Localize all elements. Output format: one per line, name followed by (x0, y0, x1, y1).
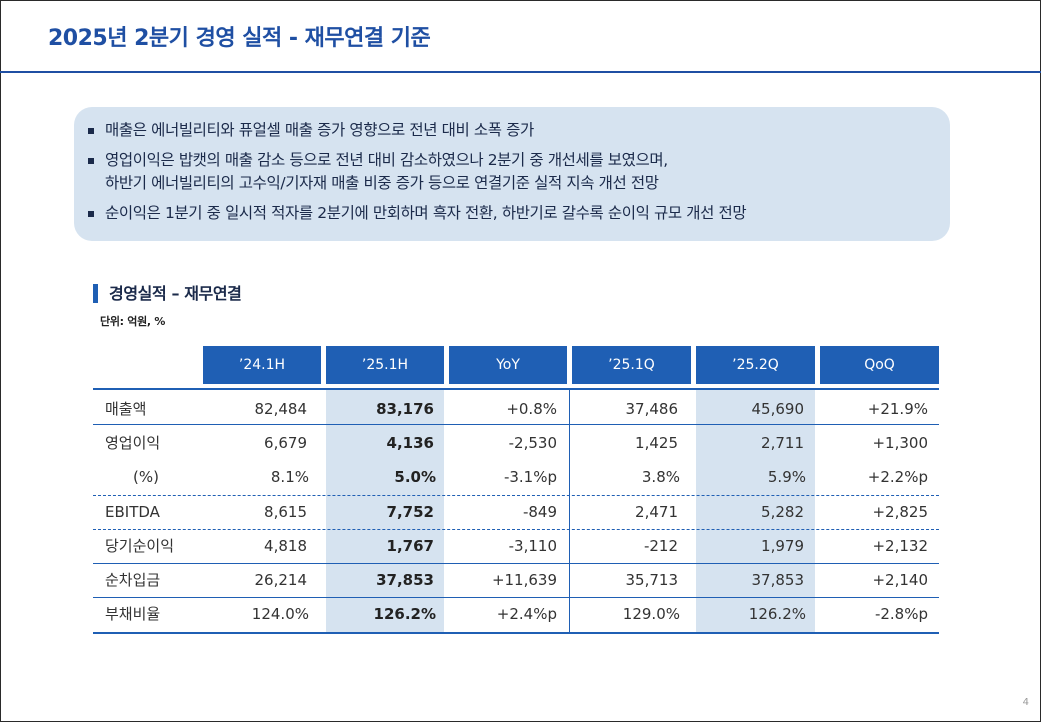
table-row: 당기순이익 4,818 1,767 -3,110 -212 1,979 +2,1… (93, 531, 939, 561)
table-cell: -2.8%p (874, 605, 928, 623)
row-divider (93, 597, 939, 598)
table-cell: +1,300 (872, 434, 928, 452)
row-divider (93, 563, 939, 564)
table-row: 영업이익 6,679 4,136 -2,530 1,425 2,711 +1,3… (93, 428, 939, 458)
table-cell: 6,679 (264, 434, 307, 452)
header-yoy: YoY (449, 346, 567, 384)
row-label: 영업이익 (105, 434, 161, 452)
table-cell: 2,471 (635, 503, 678, 521)
title-divider (0, 71, 1041, 73)
table-row: 매출액 82,484 83,176 +0.8% 37,486 45,690 +2… (93, 394, 939, 424)
table-cell: 129.0% (622, 605, 680, 623)
table-cell: +21.9% (867, 400, 928, 418)
highlight-column-25-2q (696, 390, 815, 634)
summary-list: 매출은 에너빌리티와 퓨얼셀 매출 증가 영향으로 전년 대비 소폭 증가 영업… (88, 119, 936, 225)
row-label: EBITDA (105, 503, 160, 521)
table-cell: 2,711 (761, 434, 804, 452)
table-cell: 1,979 (761, 537, 804, 555)
table-cell: 82,484 (254, 400, 308, 418)
table-cell: 45,690 (751, 400, 805, 418)
table-cell: 37,486 (625, 400, 679, 418)
summary-line: 순이익은 1분기 중 일시적 적자를 2분기에 만회하며 흑자 전환, 하반기로… (105, 204, 747, 222)
summary-bullet: 순이익은 1분기 중 일시적 적자를 2분기에 만회하며 흑자 전환, 하반기로… (88, 202, 936, 225)
header-underline (93, 388, 939, 390)
table-cell: 37,853 (751, 571, 805, 589)
header-24-1h: ’24.1H (203, 346, 321, 384)
table-cell: +0.8% (506, 400, 557, 418)
table-cell: 26,214 (254, 571, 308, 589)
row-label: 매출액 (105, 400, 147, 418)
section-title: 경영실적 – 재무연결 (93, 284, 242, 303)
table-cell: -3,110 (508, 537, 557, 555)
table-row: 부채비율 124.0% 126.2% +2.4%p 129.0% 126.2% … (93, 599, 939, 629)
summary-bullet: 영업이익은 밥캣의 매출 감소 등으로 전년 대비 감소하였으나 2분기 중 개… (88, 149, 936, 195)
table-cell: 4,818 (264, 537, 307, 555)
row-divider-dashed (93, 529, 939, 530)
row-label: (%) (133, 468, 159, 486)
header-qoq: QoQ (820, 346, 939, 384)
table-row: EBITDA 8,615 7,752 -849 2,471 5,282 +2,8… (93, 497, 939, 527)
unit-label: 단위: 억원, % (100, 315, 166, 328)
header-25-1q: ’25.1Q (572, 346, 691, 384)
table-cell: 5.9% (767, 468, 806, 486)
table-cell: 4,136 (386, 434, 434, 452)
header-25-2q: ’25.2Q (696, 346, 815, 384)
table-cell: 7,752 (386, 503, 434, 521)
table-cell: 5.0% (394, 468, 436, 486)
table-cell: 1,767 (386, 537, 434, 555)
column-separator (569, 390, 570, 634)
table-cell: 124.0% (251, 605, 309, 623)
table-bottom-border (93, 632, 939, 634)
summary-line: 매출은 에너빌리티와 퓨얼셀 매출 증가 영향으로 전년 대비 소폭 증가 (105, 121, 534, 139)
table-cell: -212 (643, 537, 678, 555)
page-number: 4 (1022, 697, 1029, 708)
table-cell: 83,176 (376, 400, 434, 418)
summary-line: 하반기 에너빌리티의 고수익/기자재 매출 비중 증가 등으로 연결기준 실적 … (105, 174, 659, 192)
table-cell: 1,425 (635, 434, 678, 452)
table-cell: 5,282 (761, 503, 804, 521)
table-cell: +2.2%p (867, 468, 928, 486)
table-row: (%) 8.1% 5.0% -3.1%p 3.8% 5.9% +2.2%p (93, 462, 939, 492)
table-cell: 126.2% (748, 605, 806, 623)
table-cell: -2,530 (508, 434, 557, 452)
row-divider (93, 424, 939, 425)
table-cell: -849 (522, 503, 557, 521)
table-cell: 3.8% (641, 468, 680, 486)
row-label: 순차입금 (105, 571, 161, 589)
table-cell: 126.2% (373, 605, 436, 623)
row-label: 부채비율 (105, 605, 161, 623)
summary-bullet: 매출은 에너빌리티와 퓨얼셀 매출 증가 영향으로 전년 대비 소폭 증가 (88, 119, 936, 142)
table-cell: +2,825 (872, 503, 928, 521)
table-cell: +2.4%p (496, 605, 557, 623)
table-cell: +11,639 (491, 571, 557, 589)
page-title: 2025년 2분기 경영 실적 - 재무연결 기준 (48, 26, 431, 51)
summary-box: 매출은 에너빌리티와 퓨얼셀 매출 증가 영향으로 전년 대비 소폭 증가 영업… (74, 107, 950, 241)
highlight-column-25-1h (326, 390, 444, 634)
summary-line: 영업이익은 밥캣의 매출 감소 등으로 전년 대비 감소하였으나 2분기 중 개… (105, 151, 668, 169)
table-cell: +2,140 (872, 571, 928, 589)
table-cell: 35,713 (625, 571, 679, 589)
header-25-1h: ’25.1H (326, 346, 444, 384)
table-cell: 8,615 (264, 503, 307, 521)
row-divider-dashed (93, 495, 939, 496)
table-cell: -3.1%p (503, 468, 557, 486)
row-label: 당기순이익 (105, 537, 175, 555)
table-cell: +2,132 (872, 537, 928, 555)
table-row: 순차입금 26,214 37,853 +11,639 35,713 37,853… (93, 565, 939, 595)
table-cell: 37,853 (376, 571, 434, 589)
table-cell: 8.1% (270, 468, 309, 486)
